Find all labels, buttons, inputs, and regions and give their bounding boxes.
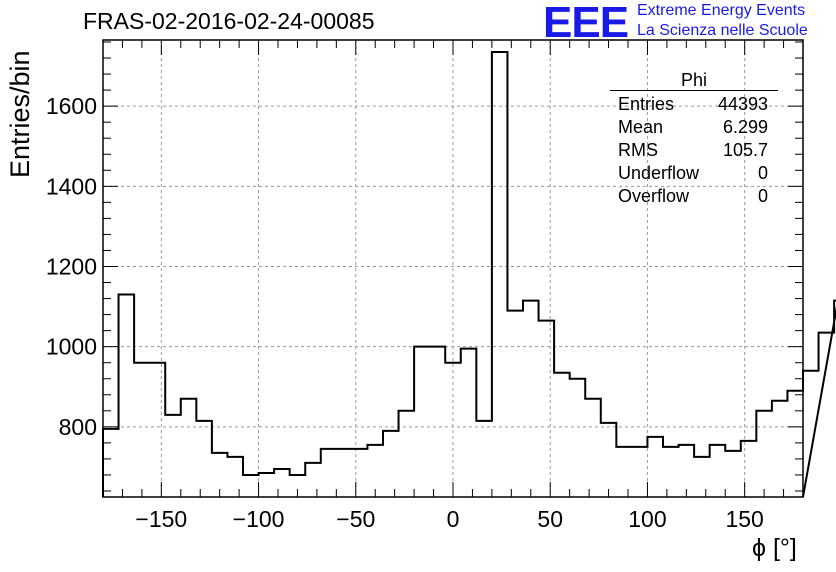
histogram-bin (710, 445, 726, 497)
x-tick-label: −100 (233, 506, 285, 532)
histogram-bin (383, 431, 399, 497)
x-tick-label: 100 (628, 506, 666, 532)
histogram-bin (694, 457, 710, 497)
stats-label: Entries (618, 94, 675, 114)
y-tick-label: 1200 (46, 253, 97, 279)
x-tick-label: −150 (135, 506, 187, 532)
histogram-bin (321, 449, 337, 497)
stats-row-entries: Entries 44393 (610, 93, 778, 116)
histogram-bin (119, 295, 135, 497)
histogram-bin (492, 52, 508, 497)
histogram-bin (134, 363, 150, 497)
stats-value: 44393 (717, 94, 768, 114)
histogram-bin (539, 321, 555, 497)
histogram-bin (399, 411, 415, 497)
histogram-bin (430, 347, 446, 497)
stats-label: Underflow (618, 163, 700, 183)
histogram-bin (336, 449, 352, 497)
stats-row-underflow: Underflow 0 (610, 162, 778, 185)
histogram-bin (227, 457, 243, 497)
x-axis-label: ϕ [°] (752, 534, 797, 562)
eee-logo: EEE (543, 0, 629, 47)
histogram-bin (663, 447, 679, 497)
histogram-bin (570, 379, 586, 497)
histogram-bin (819, 333, 835, 497)
stats-value: 6.299 (722, 117, 768, 137)
histogram-bin (274, 469, 290, 497)
histogram-bin (461, 349, 477, 497)
stats-row-rms: RMS 105.7 (610, 139, 778, 162)
x-tick-label: 50 (537, 506, 563, 532)
logo-line-2: La Scienza nelle Scuole (637, 22, 808, 39)
histogram-bin (305, 463, 321, 497)
histogram-bin (787, 391, 803, 497)
stats-label: Mean (618, 117, 664, 137)
stats-box: Phi Entries 44393 Mean 6.299 RMS 105.7 U… (610, 70, 778, 208)
histogram-bin (196, 421, 212, 497)
histogram-bin (507, 311, 523, 497)
chart-title: FRAS-02-2016-02-24-00085 (83, 8, 375, 34)
y-tick-label: 800 (59, 414, 97, 440)
histogram-bin (585, 399, 601, 497)
histogram-bin (616, 447, 632, 497)
stats-label: RMS (618, 140, 658, 160)
stats-row-overflow: Overflow 0 (610, 185, 778, 208)
histogram-bin (632, 447, 648, 497)
y-tick-label: 1000 (46, 334, 97, 360)
y-axis-label: Entries/bin (5, 50, 35, 178)
histogram-bin (772, 401, 788, 497)
stats-row-mean: Mean 6.299 (610, 116, 778, 139)
stats-label: Overflow (618, 186, 690, 206)
histogram-bin (103, 429, 119, 497)
histogram-bin (352, 449, 368, 497)
stats-value: 0 (757, 186, 768, 206)
x-tick-label: 0 (447, 506, 460, 532)
x-tick-label: 150 (725, 506, 763, 532)
histogram-bin (523, 301, 539, 497)
logo-line-1: Extreme Energy Events (637, 2, 806, 19)
histogram-bin (259, 473, 275, 497)
stats-separator (610, 90, 778, 91)
histogram-bin (756, 411, 772, 497)
histogram-bin (647, 437, 663, 497)
histogram-bin (150, 363, 166, 497)
stats-value: 105.7 (722, 140, 768, 160)
histogram-bin (414, 347, 430, 497)
y-tick-label: 1400 (46, 173, 97, 199)
histogram-outline (102, 51, 836, 498)
stats-value: 0 (757, 163, 768, 183)
histogram-bin (725, 451, 741, 497)
stats-title: Phi (680, 70, 707, 90)
histogram-bin (165, 415, 181, 497)
histogram-bin (803, 371, 819, 497)
x-tick-label: −50 (336, 506, 375, 532)
histogram-bin (476, 421, 492, 497)
histogram-bin (601, 423, 617, 497)
histogram-bin (181, 399, 197, 497)
histogram-bin (243, 475, 259, 497)
histogram-bin (741, 441, 757, 497)
histogram-bin (554, 373, 570, 497)
y-tick-label: 1600 (46, 93, 97, 119)
